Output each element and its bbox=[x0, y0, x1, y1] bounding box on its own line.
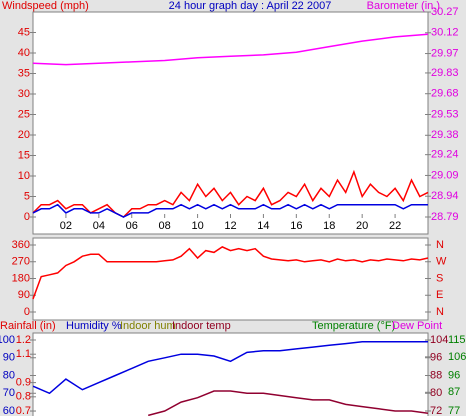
tick-label: 106 bbox=[448, 351, 466, 363]
tick-label: 29.53 bbox=[431, 108, 459, 120]
header-label: Indoor temp bbox=[172, 320, 231, 332]
header-label: Dew Point bbox=[392, 320, 442, 332]
tick-label: 115 bbox=[448, 334, 466, 346]
x-tick-label: 06 bbox=[126, 220, 138, 232]
tick-label: 72 bbox=[430, 405, 442, 416]
tick-label: E bbox=[436, 289, 443, 301]
tick-label: 15 bbox=[18, 149, 30, 161]
x-tick-label: 02 bbox=[60, 220, 72, 232]
header-label: Temperature (°F) bbox=[312, 320, 395, 332]
tick-label: 360 bbox=[12, 239, 30, 251]
tick-label: 29.24 bbox=[431, 149, 459, 161]
tick-label: 29.09 bbox=[431, 169, 459, 181]
tick-label: 180 bbox=[12, 272, 30, 284]
tick-label: 70 bbox=[3, 387, 15, 399]
header-label: Rainfall (in) bbox=[0, 320, 56, 332]
tick-label: 30 bbox=[18, 88, 30, 100]
tick-label: 80 bbox=[430, 387, 442, 399]
barometer-label: Barometer (in.) bbox=[367, 0, 440, 12]
header-label: Indoor hum bbox=[120, 320, 176, 332]
tick-label: 30.27 bbox=[431, 6, 459, 18]
tick-label: 25 bbox=[18, 108, 30, 120]
x-tick-label: 20 bbox=[356, 220, 368, 232]
tick-label: 80 bbox=[3, 369, 15, 381]
series-line bbox=[32, 203, 428, 218]
tick-label: 29.97 bbox=[431, 47, 459, 59]
tick-label: 0.7 bbox=[16, 405, 31, 416]
tick-label: 270 bbox=[12, 256, 30, 268]
series-line bbox=[32, 33, 429, 66]
tick-label: 30.12 bbox=[431, 27, 459, 39]
x-tick-label: 04 bbox=[93, 220, 105, 232]
tick-label: 28.94 bbox=[431, 190, 459, 202]
tick-label: 45 bbox=[18, 26, 30, 38]
tick-label: 96 bbox=[430, 352, 442, 364]
tick-label: 60 bbox=[3, 405, 15, 416]
series-line bbox=[33, 341, 428, 395]
tick-label: 104 bbox=[430, 334, 448, 346]
tick-label: 28.79 bbox=[431, 211, 459, 223]
x-tick-label: 08 bbox=[159, 220, 171, 232]
tick-label: 5 bbox=[24, 190, 30, 202]
tick-label: 0 bbox=[24, 306, 30, 318]
x-tick-label: 12 bbox=[224, 220, 236, 232]
tick-label: 0.8 bbox=[16, 391, 31, 403]
tick-label: N bbox=[436, 239, 444, 251]
tick-label: 10 bbox=[18, 170, 30, 182]
direction-panel bbox=[32, 237, 429, 321]
tick-label: 77 bbox=[448, 405, 460, 416]
tick-label: 29.38 bbox=[431, 129, 459, 141]
x-tick-label: 16 bbox=[290, 220, 302, 232]
tick-label: 88 bbox=[430, 369, 442, 381]
series-line bbox=[32, 169, 429, 218]
x-tick-label: 10 bbox=[191, 220, 203, 232]
tick-label: 35 bbox=[18, 67, 30, 79]
x-tick-label: 18 bbox=[323, 220, 335, 232]
tick-label: 1.1 bbox=[16, 348, 31, 360]
temperature-panel bbox=[32, 332, 429, 416]
series-line bbox=[148, 390, 428, 416]
tick-label: 1.2 bbox=[16, 334, 31, 346]
tick-label: 90 bbox=[3, 352, 15, 364]
header-label: Humidity % bbox=[66, 320, 122, 332]
tick-label: N bbox=[436, 306, 444, 318]
tick-label: 20 bbox=[18, 129, 30, 141]
x-tick-label: 22 bbox=[389, 220, 401, 232]
tick-label: W bbox=[436, 256, 447, 268]
tick-label: 29.83 bbox=[431, 67, 459, 79]
x-tick-label: 14 bbox=[257, 220, 269, 232]
wind-label: Windspeed (mph) bbox=[2, 0, 89, 12]
tick-label: 90 bbox=[18, 289, 30, 301]
tick-label: 0 bbox=[24, 211, 30, 223]
tick-label: 100 bbox=[0, 334, 15, 346]
tick-label: 40 bbox=[18, 47, 30, 59]
tick-label: 87 bbox=[448, 386, 460, 398]
chart-title: 24 hour graph day : April 22 2007 bbox=[169, 0, 332, 12]
wind-panel bbox=[32, 11, 429, 235]
series-line bbox=[32, 246, 429, 300]
tick-label: 96 bbox=[448, 369, 460, 381]
tick-label: S bbox=[436, 272, 443, 284]
tick-label: 29.68 bbox=[431, 88, 459, 100]
tick-label: 0.9 bbox=[16, 377, 31, 389]
